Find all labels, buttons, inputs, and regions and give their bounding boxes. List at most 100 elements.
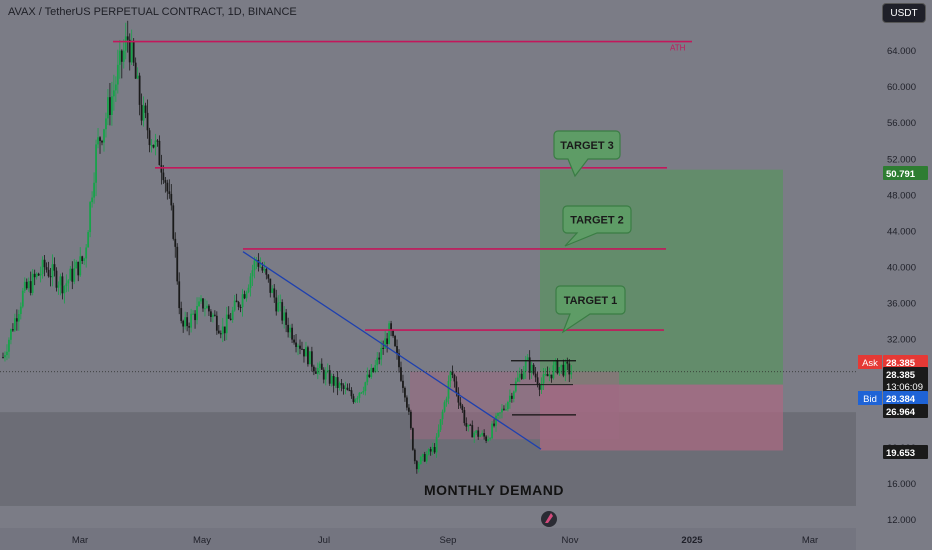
candle-body — [221, 326, 224, 335]
price-tick-label: 60.000 — [887, 82, 916, 93]
candle-body — [126, 36, 129, 40]
candle-body — [279, 302, 282, 304]
time-tick-label: Mar — [72, 535, 88, 546]
candle-body — [140, 104, 143, 121]
time-axis-band — [0, 528, 856, 550]
candle-body — [79, 256, 82, 276]
candle-body — [12, 329, 14, 331]
candle-body — [39, 273, 42, 276]
candle-body — [322, 369, 325, 380]
chart-title: AVAX / TetherUS PERPETUAL CONTRACT, 1D, … — [8, 6, 297, 18]
price-tag-box — [883, 404, 928, 418]
candle-body — [184, 317, 187, 327]
candle-body — [188, 326, 191, 328]
price-tag: Ask 28.385 — [858, 355, 928, 369]
price-tag-value: 28.385 — [886, 358, 916, 369]
candle-body — [164, 180, 167, 183]
candle-body — [495, 415, 497, 426]
candle-body — [467, 424, 470, 427]
price-tag-box — [883, 445, 928, 459]
candle-body — [360, 392, 363, 394]
candle-body — [231, 310, 234, 320]
candle-body — [97, 137, 99, 145]
candle-body — [265, 269, 268, 275]
candle-body — [289, 327, 291, 333]
candle-body — [281, 302, 284, 321]
candle-body — [463, 410, 466, 424]
target-callout: TARGET 2 — [562, 205, 632, 247]
candle-body — [457, 392, 460, 403]
candle-body — [208, 305, 210, 312]
candle-body — [429, 449, 432, 452]
candle-body — [51, 264, 54, 278]
price-tick-label: 36.000 — [887, 299, 916, 310]
candle-body — [160, 165, 163, 173]
time-axis: Mar May Jul Sep Nov 2025 Mar — [72, 535, 818, 546]
candle-body — [257, 259, 260, 267]
candle-body — [67, 280, 70, 284]
candle-body — [91, 197, 93, 203]
candle-body — [85, 247, 88, 259]
candle-body — [267, 274, 270, 279]
candle-body — [501, 408, 503, 413]
candle-body — [301, 348, 303, 350]
candle-body — [107, 97, 109, 119]
candle-body — [146, 112, 149, 131]
candle-body — [546, 373, 549, 377]
time-tick-label: May — [193, 535, 211, 546]
currency-button[interactable]: USDT — [882, 3, 926, 23]
candle-body — [507, 402, 509, 410]
candle-body — [65, 283, 68, 287]
price-tag-value: 19.653 — [886, 448, 915, 459]
price-tag-label-box — [858, 355, 882, 369]
price-tag-label-box — [858, 391, 882, 405]
candle-body — [485, 436, 488, 441]
candle-body — [23, 281, 26, 291]
candle-body — [71, 268, 74, 282]
candle-body — [124, 36, 127, 51]
candle-body — [105, 118, 107, 130]
candle-body — [453, 375, 456, 382]
candle-body — [356, 397, 359, 400]
candle-body — [406, 397, 408, 408]
candle-body — [210, 311, 212, 317]
candle-body — [273, 288, 276, 298]
candle-body — [396, 346, 398, 354]
candle-body — [114, 84, 117, 91]
price-tick-label: 40.000 — [887, 262, 916, 273]
candle-body — [364, 382, 367, 391]
candle-body — [271, 288, 274, 293]
candle-body — [314, 371, 317, 374]
candle-body — [17, 314, 20, 322]
price-tick-label: 48.000 — [887, 190, 916, 201]
candle-body — [150, 144, 153, 146]
candle-body — [57, 285, 60, 288]
price-tag: 19.653 — [883, 445, 928, 459]
candle-body — [312, 366, 315, 372]
candle-body — [481, 433, 484, 436]
candle-body — [510, 395, 513, 399]
candle-body — [99, 137, 101, 141]
candle-body — [376, 357, 379, 366]
price-tag: 50.791 — [883, 166, 928, 180]
candle-body — [388, 323, 390, 344]
candle-body — [544, 373, 547, 375]
descending-trendline — [242, 251, 542, 450]
candle-body — [243, 294, 246, 299]
candle-body — [548, 374, 551, 377]
target-zone — [540, 169, 783, 385]
price-tick-label: 16.000 — [887, 479, 916, 490]
candle-body — [348, 390, 351, 392]
candle-body — [122, 50, 125, 62]
candle-body — [277, 302, 280, 312]
candle-body — [370, 368, 373, 377]
candle-body — [534, 373, 537, 378]
candle-body — [522, 371, 525, 379]
candle-body — [320, 363, 323, 370]
candle-body — [564, 361, 567, 376]
candle-body — [53, 264, 56, 271]
candle-body — [540, 383, 543, 390]
candle-body — [378, 357, 381, 360]
target-callout: TARGET 1 — [555, 285, 626, 334]
